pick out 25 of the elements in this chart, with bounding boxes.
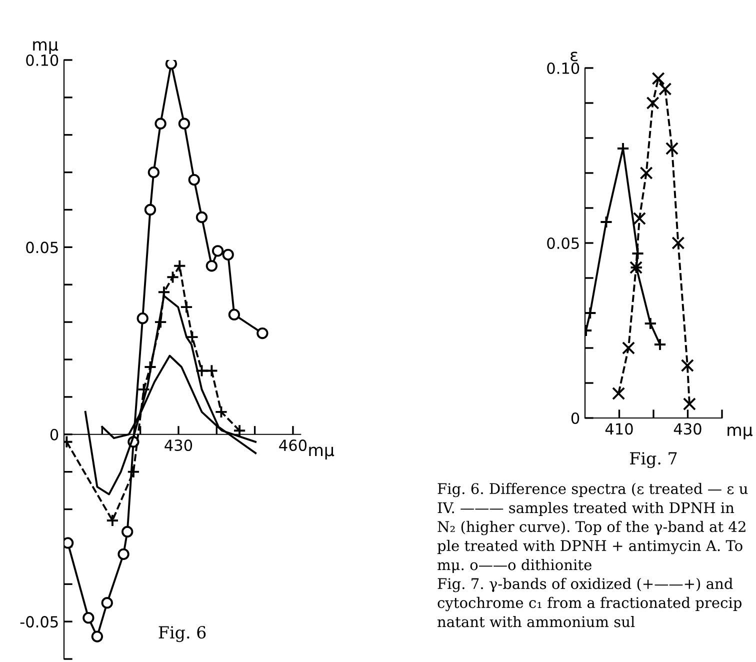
caption: Fig. 6. Difference spectra (ε treated — ε u (438, 482, 748, 498)
text: N₂ (higher curve). Top of the γ-band at 42 (438, 520, 746, 536)
y-axis-title: ε (570, 52, 578, 62)
y-tick-label: 0.05 (26, 242, 58, 254)
text: cytochrome c₁ from a fractionated precip (438, 596, 742, 612)
y-tick-label: 0.10 (26, 54, 58, 66)
caption: Fig. 7. γ-bands of oxidized (+——+) and (438, 578, 733, 592)
y-tick-label: 0 (50, 428, 58, 440)
text: ple treated with DPNH + antimycin A. To (437, 540, 742, 554)
annotation: Fig. 6 (158, 626, 206, 642)
text: natant with ammonium sul (438, 616, 635, 628)
y-tick-label: 0.10 (547, 62, 580, 74)
x-tick-label: 430 (164, 440, 192, 452)
x-tick-label: 410 (605, 423, 633, 435)
y-tick-label: 0 (571, 412, 580, 424)
x-axis-title: mμ (309, 446, 334, 460)
x-axis-title: mμ (728, 426, 753, 440)
x-tick-label: 460 (279, 440, 307, 452)
y-tick-label: 0.05 (547, 237, 579, 250)
text: mμ. o——o dithionite (438, 558, 592, 574)
y-tick-label: -0.05 (20, 616, 58, 628)
y-axis-title: mμ (33, 41, 58, 54)
caption: Fig. 7 (630, 452, 677, 468)
x-tick-label: 430 (674, 423, 702, 435)
text: IV. ——— samples treated with DPNH in (438, 502, 734, 516)
